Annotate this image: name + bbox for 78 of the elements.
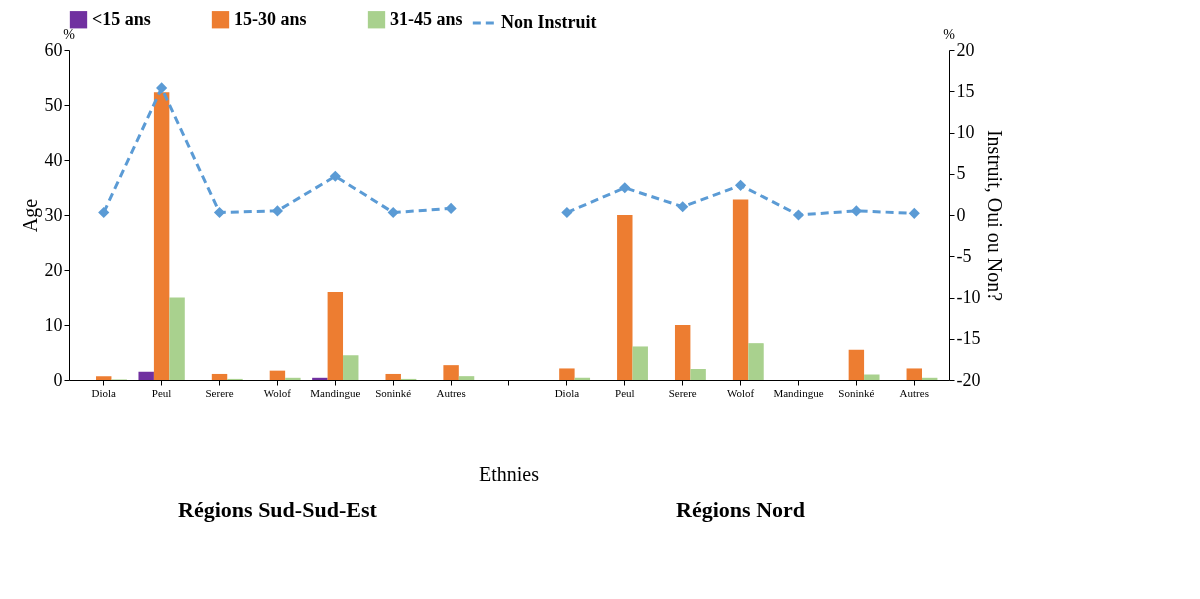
x-tick-label: Wolof bbox=[263, 386, 292, 399]
bar bbox=[443, 365, 459, 380]
bar bbox=[169, 297, 185, 380]
point bbox=[445, 203, 457, 214]
y2-axis-title: Instruit, Oui ou Non? bbox=[984, 129, 1007, 302]
point bbox=[98, 207, 109, 218]
bar bbox=[269, 370, 286, 380]
y2-tick-label: 20 bbox=[956, 39, 975, 60]
point bbox=[851, 205, 862, 217]
y2-tick-label: -15 bbox=[956, 328, 981, 349]
x-tick-label: Serere bbox=[668, 386, 697, 399]
point bbox=[793, 209, 804, 221]
bar bbox=[327, 292, 344, 380]
bar bbox=[153, 92, 170, 380]
y-axis-title: Age bbox=[18, 198, 42, 233]
bar bbox=[211, 373, 228, 380]
y2-tick-label: 10 bbox=[956, 122, 975, 142]
x-tick-label: Soninké bbox=[375, 386, 412, 399]
text: % bbox=[63, 27, 76, 42]
bar bbox=[559, 368, 575, 380]
y-tick-label: 10 bbox=[44, 314, 63, 335]
x-axis-title: Ethnies bbox=[479, 463, 540, 485]
bar bbox=[617, 215, 633, 380]
legend-label: <15 ans bbox=[92, 8, 151, 29]
x-tick-label: Autres bbox=[899, 386, 929, 399]
legend-label: Non Instruit bbox=[501, 12, 597, 32]
x-tick-label: Soninké bbox=[838, 386, 875, 399]
y2-tick-label: 5 bbox=[956, 163, 966, 184]
point bbox=[735, 180, 746, 191]
x-tick-label: Mandingue bbox=[773, 386, 824, 399]
bar bbox=[385, 373, 401, 380]
x-tick-label: Serere bbox=[205, 386, 234, 399]
bar bbox=[343, 355, 359, 380]
y-tick-label: 40 bbox=[44, 149, 63, 170]
bar bbox=[674, 325, 691, 380]
bar bbox=[312, 377, 328, 380]
bar bbox=[96, 376, 112, 380]
y-tick-label: 20 bbox=[44, 259, 63, 280]
point bbox=[561, 207, 573, 218]
bar bbox=[906, 368, 922, 380]
point bbox=[677, 201, 688, 212]
legend-label: 15-30 ans bbox=[234, 8, 307, 29]
point bbox=[272, 205, 283, 217]
bar bbox=[848, 349, 865, 380]
x-tick-label: Diola bbox=[91, 386, 117, 399]
bar bbox=[285, 377, 301, 380]
point bbox=[388, 207, 399, 218]
text: % bbox=[943, 27, 956, 42]
x-tick-label: Mandingue bbox=[310, 386, 361, 399]
x-tick-label: Peul bbox=[615, 386, 635, 399]
y2-tick-label: -20 bbox=[956, 369, 981, 390]
y2-tick-label: -5 bbox=[956, 245, 972, 266]
text: Régions Sud-Sud-Est bbox=[178, 497, 378, 522]
bar bbox=[864, 374, 880, 380]
y-tick-label: 60 bbox=[44, 39, 63, 60]
x-tick-label: Autres bbox=[436, 386, 466, 399]
y2-tick-label: 15 bbox=[956, 80, 975, 101]
bar bbox=[748, 343, 764, 380]
y-tick-label: 50 bbox=[44, 94, 63, 115]
bar bbox=[690, 369, 706, 380]
point bbox=[619, 182, 630, 193]
point bbox=[330, 171, 341, 182]
point bbox=[214, 207, 225, 218]
bar bbox=[732, 199, 749, 380]
point bbox=[156, 82, 167, 94]
y-tick-label: 30 bbox=[44, 204, 63, 225]
point bbox=[909, 208, 920, 219]
bar bbox=[632, 346, 648, 380]
bar bbox=[458, 376, 475, 380]
legend-label: 31-45 ans bbox=[390, 8, 463, 29]
y2-tick-label: 0 bbox=[956, 204, 966, 225]
bar bbox=[138, 371, 154, 380]
x-tick-label: Peul bbox=[151, 386, 172, 399]
y2-tick-label: -10 bbox=[956, 287, 981, 307]
text: Régions Nord bbox=[676, 497, 806, 522]
y-tick-label: 0 bbox=[53, 369, 63, 390]
x-tick-label: Diola bbox=[554, 386, 580, 399]
x-tick-label: Wolof bbox=[726, 386, 755, 399]
